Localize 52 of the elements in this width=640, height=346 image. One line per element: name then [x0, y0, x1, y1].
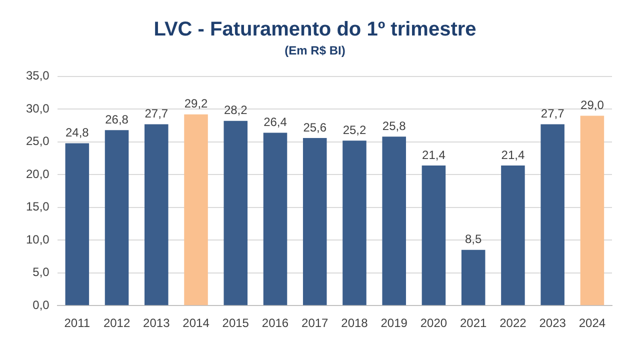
data-label: 8,5 [464, 232, 482, 246]
y-tick-label: 0,0 [32, 298, 50, 312]
data-label: 27,7 [540, 106, 565, 121]
bar [302, 138, 327, 306]
x-tick-label: 2024 [578, 316, 606, 330]
x-tick-label: 2015 [222, 316, 250, 330]
data-label: 27,7 [144, 106, 168, 121]
x-tick-label: 2023 [539, 316, 566, 330]
data-label: 21,4 [501, 148, 525, 162]
x-tick-label: 2021 [460, 316, 488, 330]
x-tick-label: 2016 [262, 316, 289, 330]
bar [342, 140, 366, 306]
y-tick-label: 25,0 [26, 134, 50, 148]
data-label: 24,8 [65, 126, 90, 140]
data-label: 29,2 [184, 96, 208, 111]
bar [501, 165, 525, 306]
x-tick-label: 2018 [341, 316, 368, 330]
chart-title: LVC - Faturamento do 1º trimestre [154, 18, 476, 41]
bar [144, 124, 168, 306]
bar [104, 130, 129, 306]
x-tick-label: 2022 [500, 316, 527, 330]
x-tick-label: 2014 [182, 316, 210, 330]
data-label: 26,8 [105, 112, 129, 126]
data-label: 25,2 [342, 122, 366, 137]
data-label: 25,8 [382, 118, 406, 133]
bar [224, 120, 248, 306]
data-label: 26,4 [264, 115, 288, 130]
bar [65, 143, 90, 306]
bar [263, 132, 288, 306]
bar [461, 250, 486, 306]
bar [382, 136, 406, 306]
x-tick-label: 2019 [380, 316, 408, 330]
data-label: 28,2 [224, 103, 248, 118]
y-tick-label: 20,0 [26, 166, 50, 181]
x-tick-label: 2017 [302, 316, 329, 330]
data-label: 29,0 [580, 98, 604, 112]
y-tick-label: 5,0 [32, 265, 50, 280]
data-label: 25,6 [303, 120, 327, 134]
data-label: 21,4 [422, 148, 446, 162]
bar [540, 124, 564, 306]
chart-subtitle: (Em R$ BI) [284, 44, 346, 58]
y-tick-label: 30,0 [26, 101, 50, 116]
bar [580, 116, 604, 306]
y-tick-label: 35,0 [26, 68, 50, 83]
x-tick-label: 2013 [143, 316, 170, 330]
y-tick-label: 10,0 [26, 232, 50, 246]
x-tick-label: 2012 [103, 316, 130, 330]
bar [422, 165, 446, 306]
x-tick-label: 2020 [420, 316, 448, 330]
y-tick-label: 15,0 [26, 200, 50, 214]
bar [184, 114, 208, 306]
x-tick-label: 2011 [64, 316, 90, 330]
